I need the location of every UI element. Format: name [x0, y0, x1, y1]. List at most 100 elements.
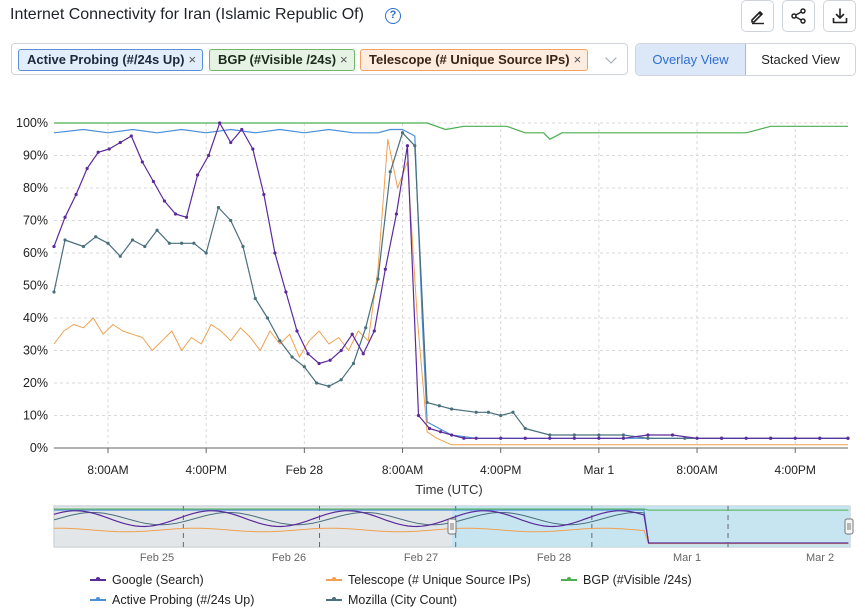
data-point-google [438, 430, 443, 434]
data-point-google [646, 433, 650, 437]
data-point-google [306, 352, 310, 356]
dataset-selector[interactable]: Active Probing (#/24s Up) × BGP (#Visible… [11, 43, 628, 75]
data-point-google [744, 436, 748, 440]
x-tick-label: Feb 28 [286, 463, 324, 477]
navigator-label: Feb 25 [140, 552, 174, 564]
edit-icon [750, 11, 764, 25]
data-point-mozilla [351, 361, 356, 366]
data-point-google [339, 348, 343, 353]
chip-bgp[interactable]: BGP (#Visible /24s) × [209, 49, 355, 71]
data-point-mozilla [437, 404, 441, 408]
data-point-google [129, 134, 133, 138]
chip-label: BGP (#Visible /24s) [218, 52, 337, 67]
page-title: Internet Connectivity for Iran (Islamic … [10, 6, 364, 23]
data-point-mozilla [511, 410, 515, 414]
data-point-mozilla [155, 228, 159, 232]
data-point-google [173, 212, 178, 216]
data-point-google [229, 140, 233, 145]
chip-remove-icon[interactable]: × [340, 52, 348, 67]
series-line-bgp [54, 122, 848, 140]
data-point-mozilla [499, 413, 503, 418]
download-button[interactable] [823, 0, 856, 32]
data-point-google [394, 212, 398, 216]
data-point-mozilla [523, 426, 527, 431]
legend-swatch [90, 576, 106, 581]
chevron-down-icon[interactable] [605, 52, 617, 64]
data-point-google [184, 215, 189, 219]
data-point-mozilla [646, 436, 650, 440]
y-tick-label: 100% [16, 116, 48, 130]
data-point-mozilla [621, 433, 626, 437]
data-point-mozilla [192, 241, 196, 245]
chip-telescope[interactable]: Telescope (# Unique Source IPs) × [360, 49, 589, 71]
x-tick-label: Mar 1 [584, 463, 615, 477]
data-point-google [251, 147, 255, 151]
data-point-mozilla [229, 218, 233, 223]
legend-telescope[interactable]: Telescope (# Unique Source IPs) [326, 573, 531, 587]
data-point-mozilla [167, 241, 171, 245]
data-point-mozilla [241, 244, 245, 249]
legend-active-probing[interactable]: Active Probing (#/24s Up) [90, 593, 254, 607]
data-point-mozilla [106, 241, 110, 245]
data-point-google [523, 436, 527, 440]
data-point-google [793, 436, 797, 440]
navigator-handle-right [844, 518, 854, 535]
y-tick-label: 0% [30, 441, 48, 455]
data-point-google [372, 329, 376, 333]
data-point-google [621, 436, 626, 440]
navigator-line-bgp [54, 508, 849, 511]
navigator-handle-left [447, 518, 457, 535]
legend-google[interactable]: Google (Search) [90, 573, 204, 587]
data-point-google [719, 436, 724, 440]
data-point-mozilla [683, 436, 687, 440]
y-tick-label: 90% [23, 149, 48, 163]
data-point-mozilla [204, 251, 208, 255]
help-icon[interactable]: ? [385, 8, 401, 24]
data-point-google [118, 140, 122, 145]
data-point-mozilla [413, 144, 417, 148]
edit-button[interactable] [741, 0, 774, 32]
data-point-mozilla [376, 277, 380, 281]
legend-swatch [561, 576, 577, 581]
navigator-label: Feb 26 [272, 552, 306, 564]
legend-bgp[interactable]: BGP (#Visible /24s) [561, 573, 692, 587]
data-point-mozilla [278, 339, 282, 343]
navigator-selection [452, 506, 850, 547]
data-point-mozilla [400, 131, 405, 135]
y-tick-label: 60% [23, 246, 48, 260]
data-point-mozilla [327, 384, 331, 388]
data-point-mozilla [450, 407, 454, 411]
stacked-view-button[interactable]: Stacked View [746, 44, 855, 75]
navigator-shade [54, 506, 452, 547]
data-point-google [151, 179, 156, 184]
data-point-mozilla [94, 235, 98, 239]
navigator-frame [53, 505, 851, 548]
data-point-google [284, 290, 288, 294]
overlay-view-button[interactable]: Overlay View [636, 44, 746, 75]
legend-label: Mozilla (City Count) [348, 593, 458, 607]
data-point-mozilla [143, 244, 147, 249]
share-button[interactable] [782, 0, 815, 32]
chip-active-probing[interactable]: Active Probing (#/24s Up) × [18, 49, 204, 71]
data-point-google [474, 436, 478, 440]
legend-swatch [326, 596, 342, 601]
data-point-mozilla [290, 355, 294, 359]
data-point-mozilla [339, 378, 343, 382]
data-point-google [218, 121, 222, 125]
data-point-mozilla [719, 436, 724, 440]
data-point-google [317, 361, 321, 366]
data-point-google [769, 436, 773, 440]
legend-mozilla[interactable]: Mozilla (City Count) [326, 593, 457, 607]
data-point-mozilla [253, 296, 257, 301]
chip-remove-icon[interactable]: × [188, 52, 197, 67]
data-point-mozilla [302, 365, 306, 369]
chip-remove-icon[interactable]: × [573, 52, 582, 67]
data-point-google [548, 436, 552, 440]
legend-swatch [326, 576, 342, 581]
navigator-label: Mar 1 [673, 552, 701, 564]
data-point-google [846, 436, 850, 440]
data-point-google [572, 436, 576, 440]
data-point-mozilla [180, 241, 184, 245]
navigator-label: Feb 28 [537, 552, 571, 564]
